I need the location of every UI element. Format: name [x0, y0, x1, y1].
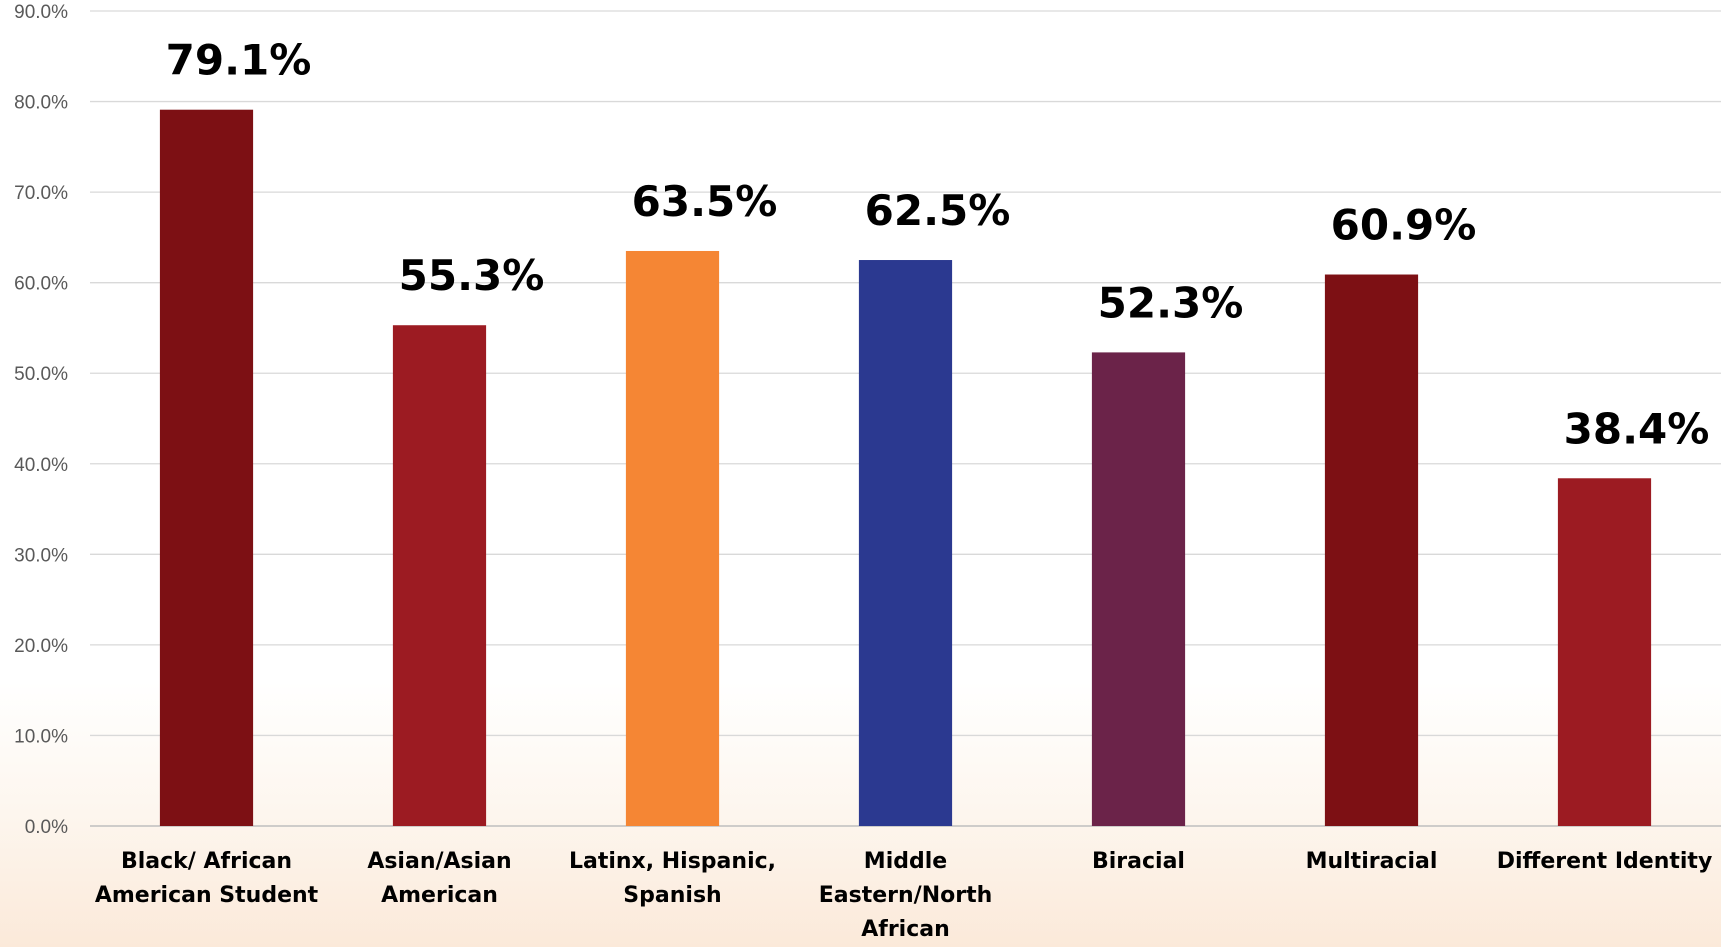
y-tick-label: 0.0%	[25, 817, 68, 838]
data-label: 52.3%	[1098, 278, 1244, 327]
y-tick-label: 50.0%	[14, 364, 68, 385]
x-category-label: Middle Eastern/North African	[819, 849, 993, 942]
y-tick-label: 90.0%	[14, 2, 68, 23]
x-category-label: Asian/Asian American	[367, 849, 511, 908]
bar	[858, 260, 953, 826]
x-category-label-line: African	[861, 917, 950, 942]
x-category-label-line: Latinx, Hispanic,	[569, 849, 776, 874]
bar	[392, 325, 487, 826]
x-category-label-line: Middle	[864, 849, 947, 874]
x-category-label: Biracial	[1092, 849, 1185, 874]
y-axis-tick-labels: 0.0% 10.0% 20.0% 30.0% 40.0% 50.0% 60.0% 70.0% 8…	[14, 2, 68, 838]
x-category-label-line: American Student	[95, 883, 319, 908]
bar	[159, 109, 254, 826]
x-category-label-line: American	[381, 883, 498, 908]
x-category-label: Black/ African American Student	[95, 849, 319, 908]
x-category-label-line: Eastern/North	[819, 883, 993, 908]
y-tick-label: 30.0%	[14, 545, 68, 566]
y-tick-label: 70.0%	[14, 183, 68, 204]
bar	[1557, 478, 1652, 826]
y-tick-label: 20.0%	[14, 636, 68, 657]
x-category-label: Latinx, Hispanic, Spanish	[569, 849, 776, 908]
data-label: 79.1%	[166, 36, 312, 85]
x-category-label: Different Identity	[1497, 849, 1713, 874]
bars	[159, 109, 1652, 826]
y-tick-label: 80.0%	[14, 93, 68, 114]
x-category-label-line: Spanish	[623, 883, 721, 908]
y-tick-label: 60.0%	[14, 274, 68, 295]
x-category-label-line: Biracial	[1092, 849, 1185, 874]
data-labels: 79.1% 55.3% 63.5% 62.5% 52.3% 60.9% 38.4%	[166, 36, 1710, 454]
bar	[1324, 274, 1419, 826]
x-axis-category-labels: Black/ African American Student Asian/Asia…	[95, 849, 1712, 942]
x-category-label-line: Asian/Asian	[367, 849, 511, 874]
data-label: 60.9%	[1331, 201, 1477, 250]
y-tick-label: 40.0%	[14, 455, 68, 476]
bar	[1091, 352, 1186, 826]
x-category-label-line: Different Identity	[1497, 849, 1713, 874]
x-category-label-line: Black/ African	[121, 849, 292, 874]
bar	[625, 250, 720, 826]
data-label: 62.5%	[865, 186, 1011, 235]
y-tick-label: 10.0%	[14, 726, 68, 747]
x-category-label-line: Multiracial	[1306, 849, 1438, 874]
data-label: 63.5%	[632, 177, 778, 226]
data-label: 55.3%	[399, 251, 545, 300]
data-label: 38.4%	[1564, 404, 1710, 453]
x-category-label: Multiracial	[1306, 849, 1438, 874]
